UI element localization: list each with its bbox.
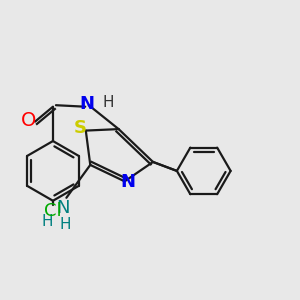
- Text: Cl: Cl: [44, 202, 62, 220]
- Text: N: N: [80, 95, 95, 113]
- Text: H: H: [59, 217, 70, 232]
- Text: S: S: [74, 118, 87, 136]
- Text: H: H: [102, 95, 114, 110]
- Text: O: O: [21, 111, 36, 130]
- Text: N: N: [57, 199, 70, 217]
- Text: N: N: [121, 173, 136, 191]
- Text: H: H: [41, 214, 53, 229]
